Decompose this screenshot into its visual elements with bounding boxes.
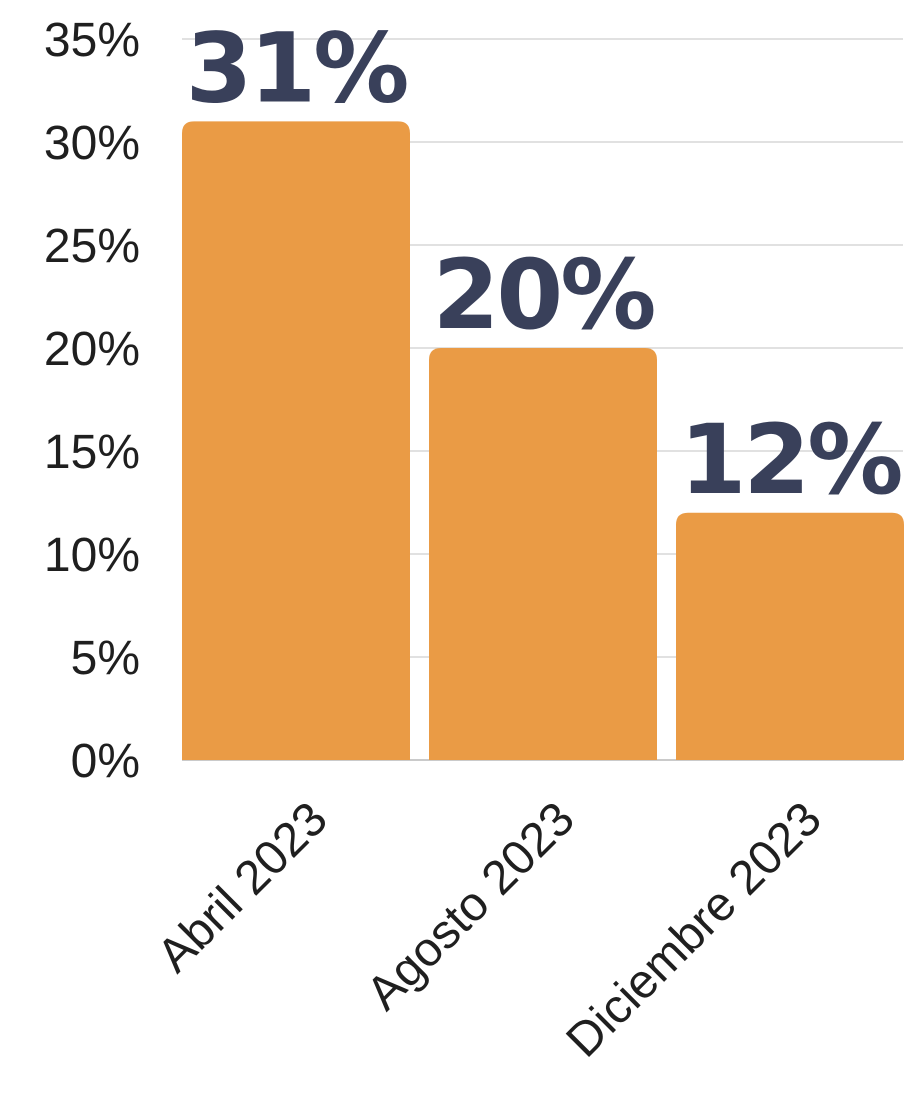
y-tick-label: 15% [44,426,140,479]
bar-3 [676,512,904,760]
data-labels: 31% 20%12% [186,12,905,516]
y-tick-label: 0% [71,735,140,788]
data-label: 20% [433,239,655,351]
bars [182,121,904,760]
y-tick-label: 35% [44,14,140,67]
data-label: 31% [186,12,408,124]
bar-2 [429,348,657,760]
data-label: 12% [680,404,902,516]
y-axis-tick-labels: 0% 5% 10% 15% 20% 25% 30% 35% [44,14,140,788]
y-tick-label: 25% [44,220,140,273]
x-category-label: Abril 2023 [147,792,337,982]
y-tick-label: 10% [44,529,140,582]
x-category-label: Agosto 2023 [357,792,585,1020]
y-tick-label: 5% [71,632,140,685]
y-tick-label: 20% [44,323,140,376]
bar-1 [182,121,410,760]
x-category-label: Diciembre 2023 [557,792,832,1067]
y-tick-label: 30% [44,117,140,170]
